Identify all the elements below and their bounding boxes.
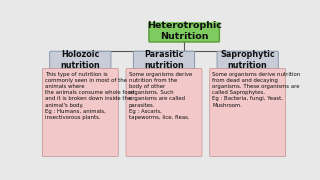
FancyBboxPatch shape	[217, 51, 278, 69]
FancyBboxPatch shape	[42, 69, 118, 156]
Text: Saprophytic
nutrition: Saprophytic nutrition	[220, 50, 275, 70]
Text: Some organisms derive
nutrition from the
body of other
organisms. Such
organisms: Some organisms derive nutrition from the…	[129, 72, 192, 120]
Text: Parasitic
nutrition: Parasitic nutrition	[144, 50, 184, 70]
FancyBboxPatch shape	[210, 69, 286, 156]
Text: Heterotrophic
Nutrition: Heterotrophic Nutrition	[147, 21, 221, 40]
FancyBboxPatch shape	[149, 20, 220, 42]
Text: Some organisms derive nutrition
from dead and decaying
organisms. These organism: Some organisms derive nutrition from dea…	[212, 72, 301, 108]
FancyBboxPatch shape	[133, 51, 195, 69]
FancyBboxPatch shape	[50, 51, 111, 69]
Text: This type of nutrition is
commonly seen in most of the
animals where
the animals: This type of nutrition is commonly seen …	[45, 72, 134, 120]
Text: Holozoic
nutrition: Holozoic nutrition	[60, 50, 100, 70]
FancyBboxPatch shape	[126, 69, 202, 156]
